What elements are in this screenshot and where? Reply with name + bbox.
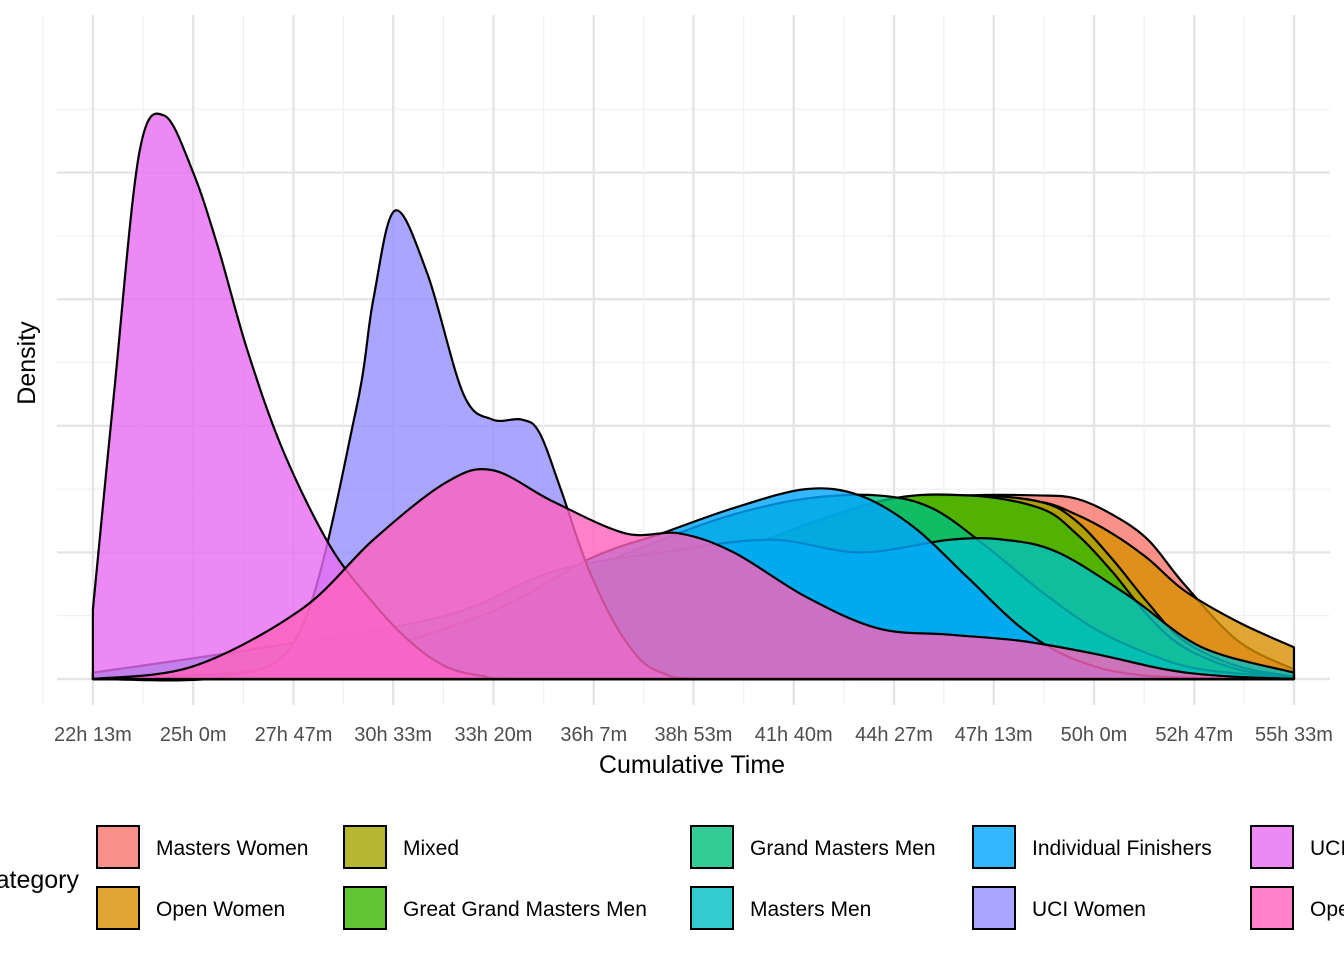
legend-key-open-men: [1250, 886, 1294, 930]
legend-key-individual-finishers: [972, 825, 1016, 869]
x-tick-label: 41h 40m: [755, 724, 833, 746]
x-tick-label: 33h 20m: [455, 724, 533, 746]
legend-key-uci-men: [1250, 825, 1294, 869]
x-tick-label: 27h 47m: [255, 724, 333, 746]
legend-label-masters-men: Masters Men: [750, 898, 871, 921]
x-tick-label: 44h 27m: [855, 724, 933, 746]
x-tick-label: 47h 13m: [955, 724, 1033, 746]
x-axis-title: Cumulative Time: [599, 751, 785, 779]
x-tick-label: 22h 13m: [54, 724, 132, 746]
legend-key-grand-masters-men: [690, 825, 734, 869]
legend-label-open-women: Open Women: [156, 898, 285, 921]
legend-key-masters-men: [690, 886, 734, 930]
legend-key-mixed: [343, 825, 387, 869]
x-tick-label: 36h 7m: [560, 724, 627, 746]
x-tick-label: 38h 53m: [655, 724, 733, 746]
x-tick-label: 52h 47m: [1155, 724, 1233, 746]
legend-title: Category: [0, 866, 79, 894]
density-areas: [91, 112, 1296, 682]
x-tick-labels: 22h 13m 25h 0m 27h 47m 30h 33m 33h 20m 36h 7m…: [54, 724, 1333, 746]
legend-label-open-men: Open Men: [1310, 898, 1344, 921]
legend-label-grand-masters-men: Grand Masters Men: [750, 837, 936, 860]
legend-label-great-grand-masters-men: Great Grand Masters Men: [403, 898, 647, 921]
x-tick-label: 25h 0m: [160, 724, 227, 746]
legend-label-uci-men: UCI Men: [1310, 837, 1344, 860]
x-tick-label: 55h 33m: [1255, 724, 1333, 746]
x-tick-label: 30h 33m: [354, 724, 432, 746]
legend-label-individual-finishers: Individual Finishers: [1032, 837, 1212, 860]
legend-key-great-grand-masters-men: [343, 886, 387, 930]
x-tick-label: 50h 0m: [1061, 724, 1128, 746]
legend-key-masters-women: [96, 825, 140, 869]
legend-label-masters-women: Masters Women: [156, 837, 309, 860]
y-axis-title: Density: [13, 321, 41, 405]
legend-key-open-women: [96, 886, 140, 930]
density-area-open-men: [91, 468, 1296, 681]
legend: Masters Women Open Women Mixed Great Grand …: [96, 825, 1344, 930]
legend-label-mixed: Mixed: [403, 837, 459, 860]
legend-key-uci-women: [972, 886, 1016, 930]
legend-label-uci-women: UCI Women: [1032, 898, 1146, 921]
